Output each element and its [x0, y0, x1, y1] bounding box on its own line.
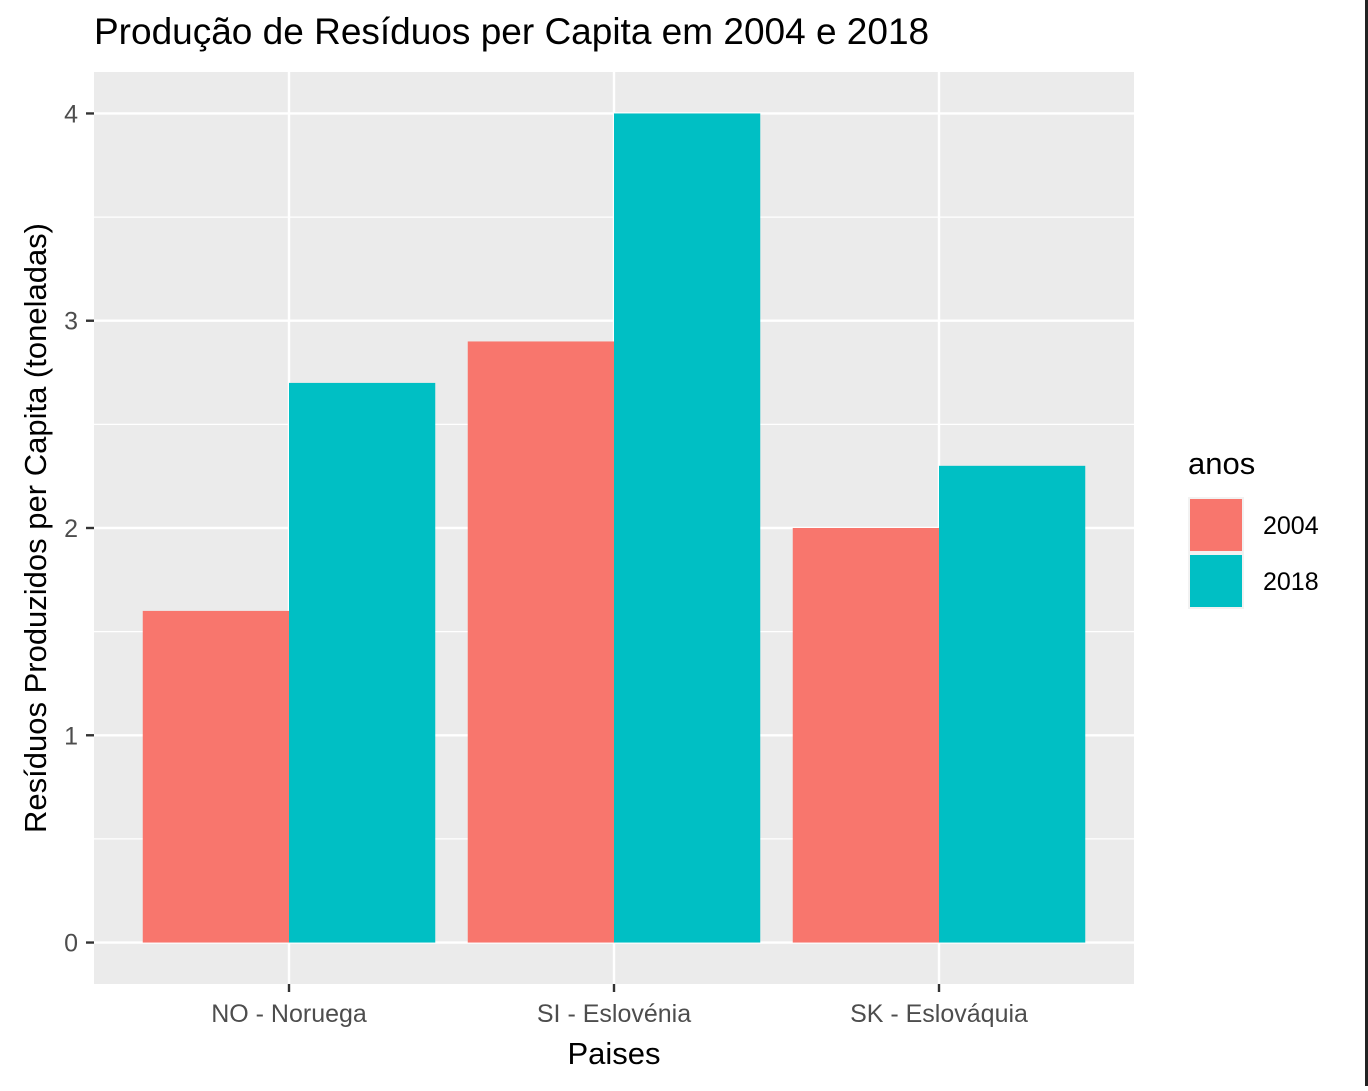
bar-2018-2 [614, 113, 761, 943]
y-tick-label: 1 [64, 722, 78, 750]
y-tick-label: 4 [64, 100, 78, 128]
legend-title: anos [1188, 446, 1255, 481]
legend-label: 2004 [1263, 512, 1319, 540]
bar-2004-1 [142, 610, 289, 943]
frame-border [1365, 0, 1368, 1086]
legend-swatch-2004 [1190, 499, 1242, 551]
bar-2018-3 [939, 465, 1086, 943]
x-axis-label: Paises [567, 1036, 660, 1071]
legend-items: 2004 2018 [1188, 497, 1319, 609]
bar-2004-2 [467, 341, 614, 943]
bar-2004-3 [792, 528, 939, 943]
x-tick-label: NO - Noruega [211, 1000, 367, 1028]
bars [142, 113, 1086, 943]
bar-2018-1 [289, 382, 436, 943]
y-axis: 0 1 2 3 4 [64, 100, 94, 958]
x-tick-label: SI - Eslovénia [537, 1000, 691, 1028]
legend-swatch-2018 [1190, 555, 1242, 607]
chart-title: Produção de Resíduos per Capita em 2004 … [94, 11, 929, 52]
x-axis: NO - Noruega SI - Eslovénia SK - Eslováqui… [211, 984, 1028, 1028]
x-tick-label: SK - Eslováquia [850, 1000, 1028, 1028]
y-tick-label: 0 [64, 930, 78, 958]
y-tick-label: 2 [64, 515, 78, 543]
legend-label: 2018 [1263, 568, 1319, 596]
y-axis-label: Resíduos Produzidos per Capita (tonelada… [18, 223, 53, 833]
y-tick-label: 3 [64, 308, 78, 336]
legend: anos 2004 2018 [1188, 446, 1319, 609]
